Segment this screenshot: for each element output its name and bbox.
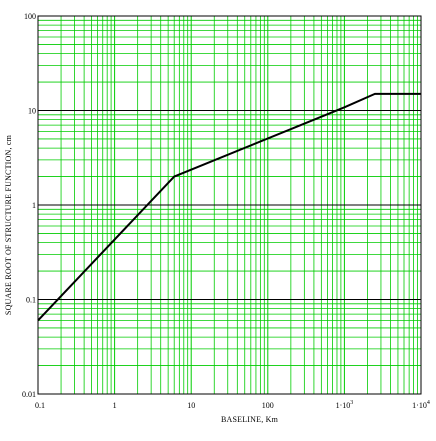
x-tick-labels: 0.1 1 10 100 1·103 1·104 [35,400,430,410]
x-tick-label: 0.1 [35,401,45,410]
y-axis-label: SQUARE ROOT OF STRUCTURE FUNCTION, cm [4,134,13,315]
x-tick-label: 1·104 [412,400,430,410]
y-tick-label: 100 [24,12,36,21]
x-tick-label: 100 [262,401,274,410]
x-tick-label: 1·103 [336,400,354,410]
series-line [37,92,421,322]
grid-layer [37,16,421,395]
x-tick-label: 10 [187,401,195,410]
plot-frame [37,15,422,395]
y-tick-label: 10 [28,107,36,116]
x-axis-label: BASELINE, Km [221,415,279,424]
series-layer [37,92,421,322]
y-tick-label: 1 [32,201,36,210]
y-tick-label: 0.01 [22,390,36,399]
x-tick-label: 1 [113,401,117,410]
y-tick-labels: 100 10 1 0.1 0.01 [22,12,36,399]
y-tick-label: 0.1 [26,296,36,305]
